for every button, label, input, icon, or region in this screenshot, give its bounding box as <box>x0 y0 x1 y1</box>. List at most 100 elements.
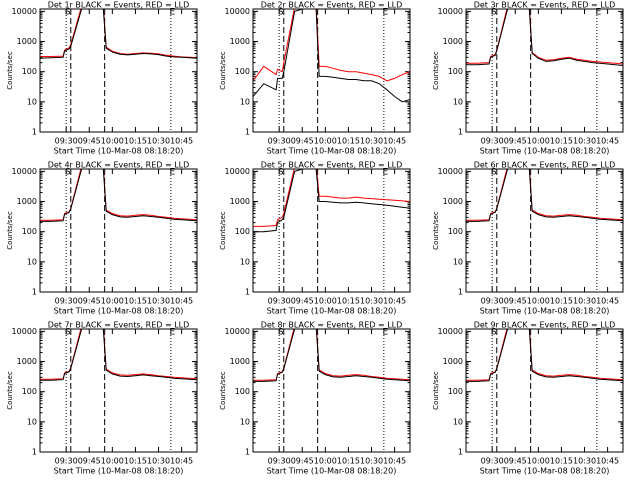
y-tick-label: 10 <box>240 257 250 266</box>
axes-frame <box>252 168 411 293</box>
plot-area <box>466 9 623 132</box>
series-line <box>466 9 623 66</box>
x-tick-label: 10:45 <box>596 137 619 146</box>
x-tick-label: 09:30 <box>268 297 291 306</box>
annotation: S <box>278 8 284 18</box>
y-tick-label: 10000 <box>225 327 250 336</box>
y-axis-label: Counts/sec <box>432 371 440 410</box>
y-tick-label: 1000 <box>17 357 37 366</box>
x-tick-label: 10:00 <box>314 457 337 466</box>
y-tick-label: 1 <box>245 288 250 297</box>
y-axis-label: Counts/sec <box>219 211 227 250</box>
panel-title: Det 5r BLACK = Events, RED = LLD <box>261 161 403 170</box>
annotation: S <box>491 8 497 18</box>
x-axis-label: Start Time (10-Mar-08 08:18:20) <box>54 467 184 476</box>
x-tick-label: 09:45 <box>504 137 527 146</box>
panel-title: Det 6r BLACK = Events, RED = LLD <box>474 161 616 170</box>
panel-title: Det 4r BLACK = Events, RED = LLD <box>48 161 190 170</box>
x-tick-label: 10:00 <box>314 137 337 146</box>
y-tick-label: 1 <box>32 288 37 297</box>
axes-frame <box>252 328 411 453</box>
x-tick-label: 10:00 <box>101 297 124 306</box>
annotation: S <box>278 168 284 178</box>
x-axis-label: Start Time (10-Mar-08 08:18:20) <box>480 467 610 476</box>
series-line <box>253 169 410 233</box>
panel-title: Det 1r BLACK = Events, RED = LLD <box>48 1 190 10</box>
plot-area <box>253 169 410 292</box>
axes-frame <box>465 8 624 133</box>
y-tick-label: 1 <box>245 128 250 137</box>
y-axis-label: Counts/sec <box>432 211 440 250</box>
y-tick-label: 10000 <box>438 167 463 176</box>
plot-area <box>466 169 623 292</box>
x-tick-label: 09:45 <box>78 297 101 306</box>
y-tick-label: 1 <box>245 448 250 457</box>
axes-frame <box>39 168 198 293</box>
y-tick-label: 1000 <box>443 37 463 46</box>
x-axis-label: Start Time (10-Mar-08 08:18:20) <box>267 467 397 476</box>
series-line <box>253 9 410 82</box>
y-tick-label: 100 <box>22 67 37 76</box>
annotation: E <box>170 168 176 178</box>
y-axis-label: Counts/sec <box>219 371 227 410</box>
series-line <box>253 169 410 227</box>
annotation: E <box>383 328 389 338</box>
y-tick-label: 10 <box>453 257 463 266</box>
x-tick-label: 10:15 <box>124 457 147 466</box>
x-tick-label: 10:15 <box>337 137 360 146</box>
y-tick-label: 1000 <box>230 37 250 46</box>
y-axis-label: Counts/sec <box>432 51 440 90</box>
y-axis-label: Counts/sec <box>6 211 14 250</box>
x-tick-label: 10:45 <box>170 457 193 466</box>
x-axis-label: Start Time (10-Mar-08 08:18:20) <box>267 307 397 316</box>
axes-frame <box>465 328 624 453</box>
x-tick-label: 10:30 <box>147 297 170 306</box>
y-tick-label: 1000 <box>17 37 37 46</box>
annotation: E <box>170 8 176 18</box>
x-axis-label: Start Time (10-Mar-08 08:18:20) <box>54 147 184 156</box>
x-tick-label: 09:45 <box>78 137 101 146</box>
x-tick-label: 09:30 <box>481 457 504 466</box>
plot-area <box>253 329 410 452</box>
x-tick-label: 10:15 <box>124 297 147 306</box>
y-tick-label: 1 <box>458 448 463 457</box>
y-axis-label: Counts/sec <box>6 51 14 90</box>
y-tick-label: 100 <box>448 227 463 236</box>
y-tick-label: 10000 <box>225 7 250 16</box>
y-tick-label: 10 <box>27 417 37 426</box>
x-tick-label: 10:00 <box>101 457 124 466</box>
y-tick-label: 1000 <box>230 197 250 206</box>
x-tick-label: 09:45 <box>291 457 314 466</box>
panel-title: Det 3r BLACK = Events, RED = LLD <box>474 1 616 10</box>
annotation: E <box>383 168 389 178</box>
x-tick-label: 10:30 <box>360 137 383 146</box>
y-tick-label: 10000 <box>438 7 463 16</box>
x-tick-label: 10:00 <box>314 297 337 306</box>
annotation: S <box>65 168 71 178</box>
y-tick-label: 10000 <box>12 327 37 336</box>
x-tick-label: 10:30 <box>573 457 596 466</box>
x-tick-label: 10:30 <box>360 297 383 306</box>
panel: Det 1r BLACK = Events, RED = LLD Start Ti… <box>6 1 198 156</box>
series-line <box>466 169 623 221</box>
y-tick-label: 100 <box>448 67 463 76</box>
x-tick-label: 10:15 <box>550 137 573 146</box>
x-tick-label: 10:15 <box>337 457 360 466</box>
x-tick-label: 10:45 <box>383 137 406 146</box>
x-tick-label: 09:30 <box>481 297 504 306</box>
y-tick-label: 100 <box>235 67 250 76</box>
y-tick-label: 10 <box>453 417 463 426</box>
y-tick-label: 1000 <box>443 197 463 206</box>
plot-area <box>253 9 410 132</box>
panel: Det 8r BLACK = Events, RED = LLD Start Ti… <box>219 321 411 476</box>
series-line <box>253 329 410 381</box>
panel-title: Det 7r BLACK = Events, RED = LLD <box>48 321 190 330</box>
y-tick-label: 10000 <box>12 7 37 16</box>
panel-title: Det 9r BLACK = Events, RED = LLD <box>474 321 616 330</box>
y-tick-label: 10000 <box>12 167 37 176</box>
series-line <box>40 169 197 221</box>
y-tick-label: 1000 <box>17 197 37 206</box>
panel-title: Det 8r BLACK = Events, RED = LLD <box>261 321 403 330</box>
annotation: E <box>170 328 176 338</box>
